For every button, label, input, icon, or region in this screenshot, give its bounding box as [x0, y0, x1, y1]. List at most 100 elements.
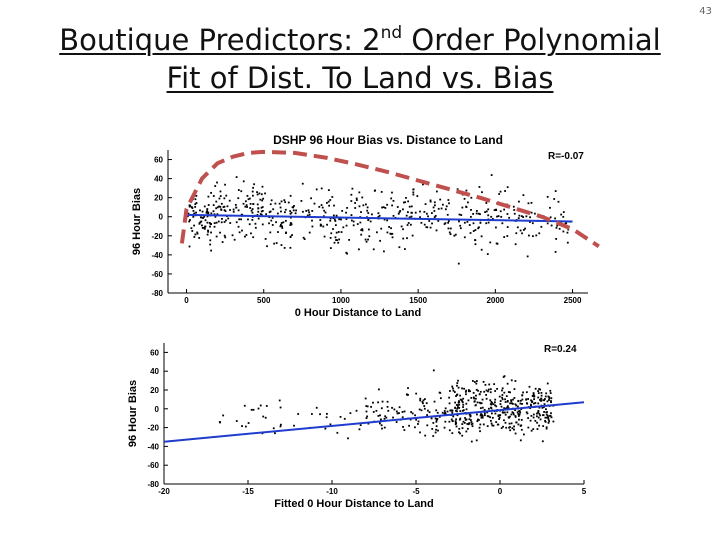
scatter-point — [492, 424, 495, 427]
scatter-point — [379, 414, 381, 417]
scatter-point — [454, 420, 457, 423]
scatter-point — [546, 222, 549, 225]
scatter-point — [443, 426, 446, 429]
scatter-point — [404, 201, 407, 204]
scatter-point — [340, 231, 343, 233]
scatter-point — [219, 421, 221, 424]
scatter-point — [494, 401, 496, 404]
scatter-point — [520, 424, 523, 427]
scatter-point — [508, 416, 510, 419]
scatter-point — [481, 406, 484, 409]
scatter-point — [444, 407, 447, 410]
scatter-point — [445, 205, 448, 208]
x-axis-label: Fitted 0 Hour Distance to Land — [274, 498, 434, 510]
scatter-point — [323, 235, 326, 238]
scatter-point — [437, 429, 439, 432]
scatter-point — [207, 212, 210, 215]
scatter-point — [484, 211, 487, 213]
scatter-point — [407, 211, 409, 214]
scatter-point — [478, 401, 481, 404]
scatter-point — [519, 402, 522, 405]
scatter-point — [400, 225, 403, 228]
scatter-point — [426, 409, 429, 412]
scatter-point — [186, 215, 189, 218]
scatter-point — [329, 219, 332, 222]
scatter-point — [458, 400, 460, 403]
scatter-point — [516, 411, 519, 414]
scatter-point — [503, 407, 506, 410]
scatter-point — [449, 390, 451, 392]
scatter-point — [562, 230, 565, 233]
x-tick-label: 0 — [498, 487, 503, 496]
chart-title: DSHP 96 Hour Bias vs. Distance to Land — [273, 133, 503, 147]
scatter-point — [412, 191, 415, 194]
scatter-point — [360, 229, 363, 231]
scatter-point — [377, 388, 380, 391]
scatter-point — [456, 382, 459, 384]
scatter-point — [521, 403, 523, 405]
scatter-point — [537, 402, 540, 405]
scatter-point — [509, 429, 512, 432]
scatter-point — [538, 424, 541, 427]
scatter-point — [498, 193, 501, 195]
scatter-point — [477, 227, 480, 230]
scatter-point — [485, 202, 488, 204]
scatter-point — [517, 399, 520, 402]
x-tick-label: -10 — [326, 487, 338, 496]
scatter-point — [464, 419, 467, 421]
polynomial-fit-curve — [179, 149, 600, 248]
scatter-point — [423, 405, 426, 407]
scatter-point — [269, 203, 272, 206]
scatter-point — [366, 405, 369, 408]
scatter-point — [213, 213, 216, 216]
scatter-point — [487, 407, 490, 410]
scatter-point — [549, 389, 552, 392]
scatter-point — [386, 400, 389, 403]
scatter-point — [219, 231, 221, 234]
scatter-point — [528, 234, 530, 237]
scatter-point — [313, 202, 316, 205]
scatter-point — [500, 215, 503, 218]
scatter-point — [454, 401, 457, 404]
scatter-point — [447, 221, 450, 224]
scatter-point — [190, 227, 193, 230]
scatter-point — [454, 407, 457, 409]
scatter-point — [229, 209, 231, 211]
scatter-point — [320, 204, 323, 206]
scatter-point — [519, 439, 522, 442]
scatter-point — [477, 418, 479, 421]
scatter-point — [206, 221, 209, 224]
scatter-point — [521, 398, 524, 401]
scatter-point — [210, 212, 213, 215]
scatter-point — [517, 200, 520, 203]
scatter-point — [405, 196, 407, 199]
scatter-point — [245, 234, 248, 236]
scatter-point — [472, 222, 475, 225]
scatter-point — [372, 401, 374, 404]
scatter-point — [465, 389, 468, 392]
scatter-point — [541, 406, 544, 409]
scatter-point — [447, 227, 450, 230]
scatter-point — [193, 212, 196, 215]
scatter-point — [476, 420, 479, 423]
scatter-point — [275, 221, 277, 224]
scatter-point — [214, 185, 217, 187]
scatter-point — [501, 389, 503, 392]
scatter-point — [390, 233, 392, 235]
scatter-point — [260, 210, 263, 213]
scatter-point — [464, 390, 467, 393]
scatter-point — [362, 204, 365, 207]
scatter-point — [495, 405, 498, 408]
y-tick-label: -60 — [147, 461, 159, 470]
scatter-point — [468, 413, 471, 416]
scatter-point — [280, 210, 282, 213]
scatter-point — [386, 405, 389, 408]
scatter-point — [549, 414, 552, 417]
title-line-1-tail: Order Polynomial — [402, 23, 661, 57]
scatter-point — [454, 233, 457, 236]
scatter-point — [281, 225, 284, 228]
scatter-point — [543, 399, 546, 402]
scatter-point — [224, 183, 226, 186]
scatter-point — [433, 201, 436, 204]
scatter-point — [387, 409, 390, 412]
